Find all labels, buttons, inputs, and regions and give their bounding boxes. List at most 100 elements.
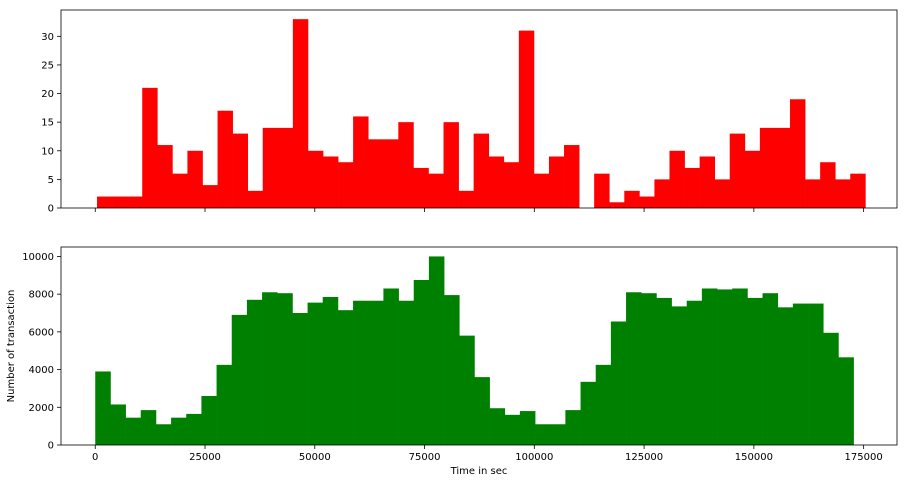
bottom-histogram-x-tick-label: 50000: [299, 452, 331, 463]
bottom-histogram-bar: [535, 424, 551, 445]
bottom-histogram-bar: [171, 417, 187, 445]
bottom-histogram-bar: [155, 424, 172, 445]
top-histogram-bar: [142, 87, 158, 208]
top-histogram-bar: [458, 190, 474, 208]
bottom-histogram-panel: 0 25000 50000 75000 100000 125000 150000 175000…: [6, 246, 898, 477]
bottom-histogram-bar: [322, 296, 339, 445]
bottom-histogram-bar: [792, 303, 809, 445]
bottom-histogram-bar: [186, 413, 202, 445]
bottom-histogram-bar: [444, 295, 460, 445]
bottom-histogram-bar: [641, 293, 657, 445]
bottom-histogram-bar: [717, 289, 733, 445]
bottom-histogram-bar: [307, 302, 324, 445]
bottom-histogram-x-ticks: 0 25000 50000 75000 100000 125000 150000 175000: [92, 445, 883, 463]
bottom-histogram-y-tick-label: 10000: [22, 252, 54, 263]
top-histogram-bar: [292, 19, 309, 208]
top-histogram-bar: [820, 162, 836, 208]
top-histogram-bar: [684, 167, 700, 208]
bottom-histogram-y-tick-label: 0: [48, 441, 54, 452]
top-histogram-bar: [187, 150, 203, 208]
top-histogram-frame: [60, 9, 898, 209]
top-histogram-bar: [368, 139, 384, 208]
top-histogram-bar: [744, 150, 761, 208]
bottom-histogram-bar: [762, 293, 779, 445]
top-histogram-y-tick-label: 20: [41, 89, 54, 100]
bottom-histogram-bar: [95, 371, 111, 445]
bottom-histogram-x-tick-label: 75000: [409, 452, 441, 463]
top-histogram-bar: [759, 127, 776, 208]
top-histogram-panel: 0 5 10 15 20 25 30: [41, 9, 898, 215]
top-histogram-bar: [112, 196, 128, 208]
bottom-histogram-bar: [519, 411, 536, 445]
bottom-histogram-bar: [383, 288, 399, 445]
top-histogram-bar: [97, 196, 113, 208]
bottom-histogram-bar: [292, 313, 308, 445]
bottom-histogram-bar: [823, 332, 839, 445]
top-histogram-y-tick-label: 0: [48, 204, 54, 215]
bottom-histogram-bar: [140, 410, 157, 445]
top-histogram-y-ticks: 0 5 10 15 20 25 30: [41, 32, 61, 215]
top-histogram-bar: [307, 150, 324, 208]
top-histogram-bar: [443, 122, 459, 208]
top-histogram-bar: [835, 179, 851, 208]
bottom-histogram-bar: [474, 377, 490, 445]
top-histogram-bar: [564, 145, 580, 208]
top-histogram-bar: [594, 173, 610, 208]
top-histogram-y-tick-label: 15: [41, 118, 54, 129]
bottom-histogram-x-tick-label: 150000: [735, 452, 773, 463]
top-histogram-bar: [518, 30, 535, 208]
top-histogram-bar: [503, 162, 520, 208]
bottom-histogram-bar: [368, 300, 384, 445]
top-histogram-bar: [353, 116, 369, 208]
bottom-histogram-y-tick-label: 6000: [29, 327, 54, 338]
top-histogram-bar: [413, 167, 429, 208]
bottom-histogram-frame: [60, 246, 898, 446]
bottom-histogram-bar: [489, 408, 506, 445]
bottom-histogram-bar: [732, 288, 748, 445]
top-histogram-y-tick-label: 30: [41, 32, 54, 43]
top-histogram-bar: [729, 133, 746, 208]
top-histogram-bar: [488, 156, 505, 208]
top-histogram-bar: [202, 185, 218, 208]
bottom-histogram-y-tick-label: 4000: [29, 365, 54, 376]
top-histogram-bar: [548, 156, 565, 208]
top-histogram-bar: [383, 139, 399, 208]
top-histogram-bar: [217, 110, 233, 208]
bottom-histogram-bar: [337, 310, 354, 445]
bottom-histogram-bar: [201, 395, 217, 445]
top-histogram-bar: [247, 190, 264, 208]
bottom-histogram-bar: [701, 288, 718, 445]
bottom-histogram-bar: [565, 410, 581, 445]
bottom-histogram-bar: [656, 297, 672, 445]
bottom-histogram-bar: [216, 364, 233, 445]
top-histogram-bar: [699, 156, 716, 208]
bottom-histogram-bar: [686, 300, 703, 445]
bottom-histogram-bar: [610, 321, 627, 445]
top-histogram-bar: [473, 133, 490, 208]
top-histogram-bar: [157, 145, 173, 208]
bottom-histogram-x-tick-label: 175000: [845, 452, 883, 463]
bottom-histogram-bar: [110, 404, 126, 445]
bottom-histogram-x-tick-label: 25000: [189, 452, 221, 463]
top-histogram-bars: [97, 19, 866, 208]
bottom-histogram-y-axis-label: Number of transaction: [6, 290, 17, 403]
top-histogram-bar: [669, 150, 685, 208]
bottom-histogram-x-tick-label: 0: [92, 452, 98, 463]
bottom-histogram-bar: [504, 414, 521, 445]
bottom-histogram-x-tick-label: 100000: [515, 452, 553, 463]
top-histogram-bar: [850, 173, 866, 208]
top-histogram-bar: [428, 173, 444, 208]
top-histogram-bar: [805, 179, 821, 208]
bottom-histogram-bar: [459, 335, 475, 445]
top-histogram-bar: [262, 127, 279, 208]
bottom-histogram-bars: [95, 256, 854, 445]
bottom-histogram-x-tick-label: 125000: [625, 452, 663, 463]
top-histogram-y-tick-label: 10: [41, 146, 54, 157]
bottom-histogram-bar: [671, 306, 688, 445]
top-histogram-bar: [639, 196, 655, 208]
bottom-histogram-bar: [595, 364, 612, 445]
top-histogram-bar: [277, 127, 294, 208]
top-histogram-bar: [624, 190, 640, 208]
bottom-histogram-bar: [550, 424, 566, 445]
